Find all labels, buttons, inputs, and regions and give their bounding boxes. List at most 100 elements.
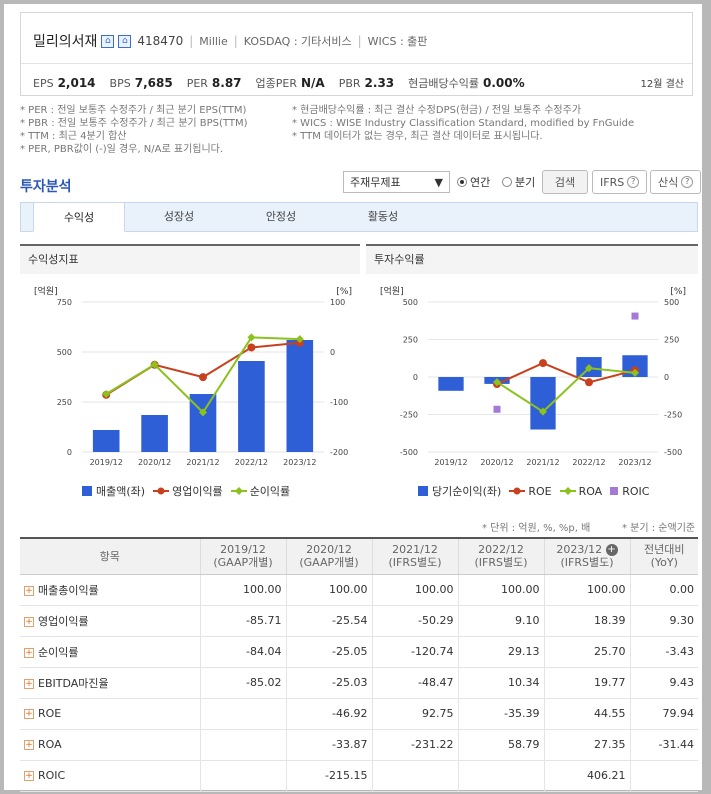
series-line — [105, 341, 300, 396]
radio-quarter-icon[interactable] — [502, 177, 512, 187]
tab-stability[interactable]: 안정성 — [265, 210, 297, 223]
metric-dividend-value: 0.00% — [483, 76, 525, 90]
ifrs-button-label: IFRS — [600, 175, 625, 189]
table-row: + ROA -33.87 -231.22 58.79 27.35 -31.44 — [20, 729, 698, 761]
stock-code: 418470 — [137, 34, 184, 48]
formula-button[interactable]: 산식 ? — [650, 170, 702, 194]
legend-swatch-line-green — [559, 487, 576, 495]
column-header[interactable]: 2019/12 (GAAP개별) — [199, 537, 286, 575]
legend-item-net-income[interactable]: 당기순이익(좌) — [418, 483, 501, 499]
row-label-cell[interactable]: + 매출총이익률 — [20, 574, 200, 606]
legend-item-sales[interactable]: 매출액(좌) — [82, 483, 145, 499]
analysis-tabs: 수익성 성장성 안정성 활동성 — [20, 202, 698, 232]
column-header-basis: (IFRS별도) — [388, 556, 442, 570]
profitability-table: 항목 2019/12 (GAAP개별) 2020/12 (GAAP개별) 2021/… — [20, 537, 698, 792]
row-label-cell[interactable]: + ROA — [20, 729, 200, 761]
column-header[interactable]: 2021/12 (IFRS별도) — [371, 537, 458, 575]
formula-button-wrap[interactable]: 산식 ? — [650, 170, 702, 194]
table-cell: 9.10 — [457, 605, 544, 637]
row-label-cell[interactable]: + ROIC — [20, 760, 200, 792]
statement-select-box[interactable]: 주재무제표 ▼ — [343, 171, 450, 193]
table-cell: 9.30 — [629, 605, 698, 637]
building-icon[interactable]: ⌂ — [118, 34, 132, 48]
expand-plus-icon[interactable]: + — [24, 678, 34, 689]
legend-swatch-line-red — [153, 487, 170, 495]
settlement-month: 12월 결산 — [640, 79, 684, 90]
ifrs-button[interactable]: IFRS ? — [592, 170, 648, 194]
x-tick-label: 2019/12 — [90, 458, 123, 467]
legend-item-roa[interactable]: ROA — [559, 485, 602, 498]
tab-activity[interactable]: 활동성 — [367, 210, 399, 223]
legend-item-net-margin[interactable]: 순이익률 — [230, 483, 290, 499]
y2-tick-label: -250 — [664, 411, 682, 420]
expand-plus-icon[interactable]: + — [24, 709, 34, 719]
y2-axis-unit: [%] — [336, 287, 352, 297]
table-row: + 매출총이익률 100.00 100.00 100.00 100.00 100.00 0.0… — [20, 574, 698, 606]
tab-profitability[interactable]: 수익성 — [33, 202, 125, 232]
line-point — [150, 360, 159, 369]
row-label-cell[interactable]: + 영업이익률 — [20, 605, 200, 637]
note-line: * PER, PBR값이 (-)일 경우, N/A로 표기됩니다. — [20, 144, 224, 155]
row-label-cell[interactable]: + EBITDA마진율 — [20, 667, 200, 699]
note-line: * TTM : 최근 4분기 합산 — [20, 131, 127, 142]
search-button-wrap[interactable]: 검색 — [542, 170, 588, 194]
formula-button-label: 산식 — [658, 176, 679, 189]
row-label: ROE — [38, 707, 62, 720]
column-header[interactable]: 2020/12 (GAAP개별) — [285, 537, 372, 575]
table-cell: -31.44 — [629, 729, 698, 761]
search-button[interactable]: 검색 — [542, 170, 588, 194]
divider: | — [189, 34, 194, 48]
note-line: * TTM 데이터가 없는 경우, 최근 결산 데이터로 표시됩니다. — [292, 131, 543, 142]
bar-4 — [286, 340, 314, 452]
table-cell — [457, 760, 544, 792]
table-row: + 영업이익률 -85.71 -25.54 -50.29 9.10 18.39 9.30 — [20, 605, 698, 637]
ifrs-button-wrap[interactable]: IFRS ? — [592, 170, 648, 194]
table-cell — [629, 760, 698, 792]
x-tick-label: 2020/12 — [480, 458, 513, 467]
bar-0 — [438, 377, 464, 391]
bar-0 — [92, 430, 120, 452]
statement-select[interactable]: 주재무제표 ▼ — [343, 170, 450, 194]
legend-item-operating-margin[interactable]: 영업이익률 — [153, 483, 223, 499]
legend-item-roic[interactable]: ROIC — [610, 485, 649, 498]
expand-plus-icon[interactable]: + — [605, 544, 618, 557]
table-cell: 29.13 — [457, 636, 544, 668]
column-header[interactable]: 2022/12 (IFRS별도) — [457, 537, 544, 575]
series-line — [496, 367, 636, 413]
line-point — [631, 368, 639, 377]
row-label-cell[interactable]: + 순이익률 — [20, 636, 200, 668]
column-header-basis: (YoY) — [650, 556, 678, 570]
metric-per-label: PER — [186, 76, 208, 90]
table-cell — [199, 760, 286, 792]
column-header[interactable]: 2023/12 + (IFRS별도) — [543, 537, 630, 575]
table-row: + ROIC -215.15 406.21 — [20, 760, 698, 792]
expand-plus-icon[interactable]: + — [24, 740, 34, 750]
row-label-cell[interactable]: + ROE — [20, 698, 200, 730]
table-cell: 100.00 — [543, 574, 630, 606]
table-cell: -48.47 — [371, 667, 458, 699]
radio-quarter[interactable]: 분기 — [502, 170, 535, 194]
table-cell: -84.04 — [199, 636, 286, 668]
y2-tick-label: -100 — [330, 398, 348, 407]
help-icon[interactable]: ? — [681, 176, 694, 188]
metric-sector-per-value: N/A — [301, 76, 325, 90]
scatter-point — [493, 405, 501, 413]
home-icon[interactable]: ⌂ — [101, 34, 115, 48]
expand-plus-icon[interactable]: + — [24, 616, 34, 627]
help-icon[interactable]: ? — [627, 176, 640, 188]
tab-growth[interactable]: 성장성 — [163, 210, 195, 223]
legend-item-roe[interactable]: ROE — [509, 485, 552, 498]
expand-plus-icon[interactable]: + — [24, 771, 34, 781]
table-cell: -35.39 — [457, 698, 544, 730]
note-line: * PER : 전일 보통주 수정주가 / 최근 분기 EPS(TTM) — [20, 105, 247, 116]
expand-plus-icon[interactable]: + — [24, 585, 34, 596]
legend-label: 매출액(좌) — [96, 485, 146, 498]
company-name[interactable]: 밀리의서재 — [33, 34, 98, 50]
y-tick-label: 250 — [57, 398, 72, 407]
y-tick-label: 250 — [403, 336, 418, 345]
radio-annual-icon[interactable] — [457, 177, 467, 187]
expand-plus-icon[interactable]: + — [24, 647, 34, 658]
table-body: + 매출총이익률 100.00 100.00 100.00 100.00 100.00 0.0… — [20, 574, 698, 792]
radio-annual[interactable]: 연간 — [457, 170, 490, 194]
table-cell: 10.34 — [457, 667, 544, 699]
